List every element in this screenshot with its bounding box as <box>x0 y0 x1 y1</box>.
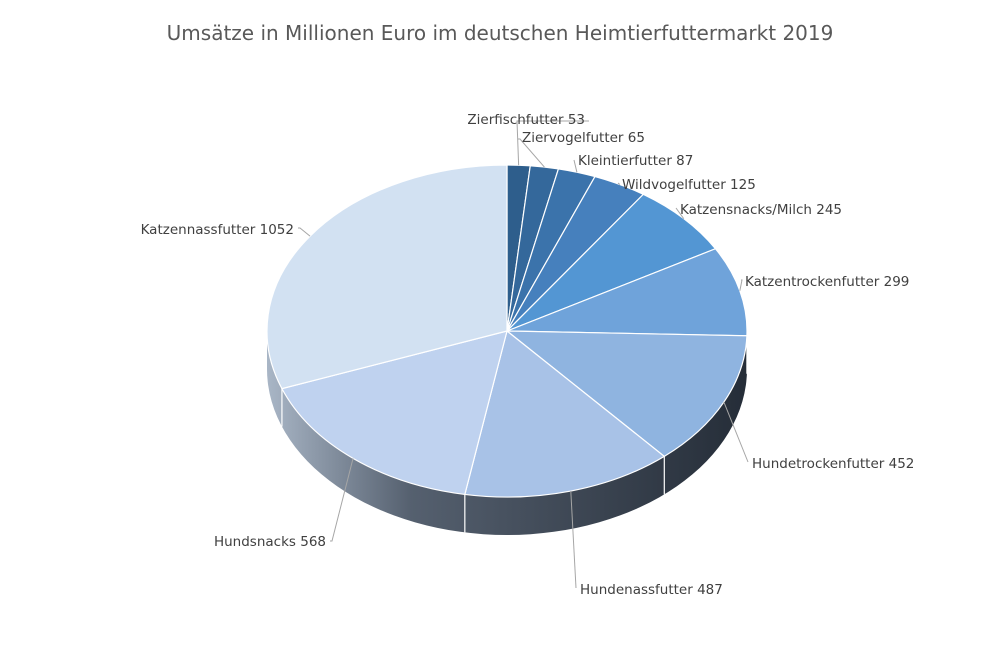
slice-label-kleintierfutter: Kleintierfutter 87 <box>573 153 693 173</box>
slice-label-text: Hundenassfutter 487 <box>580 582 723 598</box>
leader-line <box>298 227 311 237</box>
leader-line <box>570 491 577 589</box>
slice-label-katzennassfutter: Katzennassfutter 1052 <box>141 222 311 238</box>
pie-slice-katzentrockenfutter <box>506 248 748 337</box>
slice-label-hundetrockenfutter: Hundetrockenfutter 452 <box>723 401 914 472</box>
leader-line <box>518 138 545 168</box>
slice-label-text: Kleintierfutter 87 <box>578 153 693 169</box>
slice-label-text: Katzensnacks/Milch 245 <box>680 202 842 218</box>
leader-line <box>516 120 589 166</box>
leader-line <box>675 207 685 220</box>
pie-side-wall <box>267 331 747 535</box>
slice-label-text: Wildvogelfutter 125 <box>622 177 756 193</box>
pie-slices <box>266 164 748 498</box>
slice-label-katzensnacks-milch: Katzensnacks/Milch 245 <box>675 202 842 220</box>
slice-label-hundsnacks: Hundsnacks 568 <box>214 458 354 550</box>
pie-slice-hundenassfutter <box>464 329 666 498</box>
slice-label-text: Hundsnacks 568 <box>214 534 326 550</box>
slice-label-ziervogelfutter: Ziervogelfutter 65 <box>518 130 645 168</box>
slice-label-text: Katzennassfutter 1052 <box>141 222 294 238</box>
leader-line <box>330 458 354 542</box>
leader-line <box>723 401 749 463</box>
slice-label-wildvogelfutter: Wildvogelfutter 125 <box>617 177 756 193</box>
slice-label-katzentrockenfutter: Katzentrockenfutter 299 <box>739 274 909 291</box>
slice-label-zierfischfutter: Zierfischfutter 53 <box>467 112 589 166</box>
slice-label-text: Ziervogelfutter 65 <box>522 130 645 146</box>
leader-line <box>617 182 621 185</box>
slice-label-hundenassfutter: Hundenassfutter 487 <box>570 491 723 598</box>
chart-title: Umsätze in Millionen Euro im deutschen H… <box>167 21 834 45</box>
pie-labels: Zierfischfutter 53 Ziervogelfutter 65 Klei… <box>141 112 915 598</box>
slice-label-text: Hundetrockenfutter 452 <box>752 456 914 472</box>
leader-line <box>573 159 578 173</box>
leader-line <box>739 279 743 291</box>
slice-label-text: Zierfischfutter 53 <box>467 112 585 128</box>
slice-label-text: Katzentrockenfutter 299 <box>745 274 909 290</box>
